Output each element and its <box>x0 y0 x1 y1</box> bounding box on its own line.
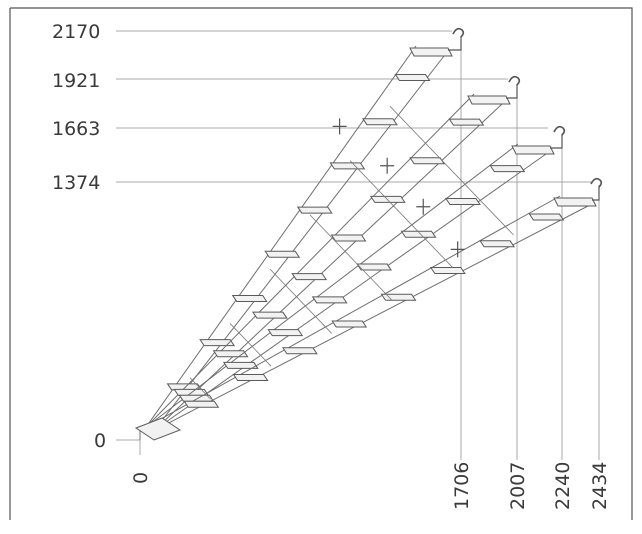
flight-3-landing <box>511 145 555 155</box>
flight-1-bracket <box>448 36 462 51</box>
horizontal-guides <box>116 30 592 441</box>
flight-3-tread-2 <box>222 361 259 369</box>
flight-4-connector <box>450 241 465 258</box>
flight-4-tread-3 <box>281 347 318 355</box>
left-label-1374: 1374 <box>52 172 100 194</box>
origin-x-label: 0 <box>130 472 152 484</box>
bottom-label-2007: 2007 <box>507 462 529 510</box>
base-landing <box>134 417 182 441</box>
flight-3-tread-1 <box>178 394 215 402</box>
flight-4-rail-1 <box>145 195 561 428</box>
flight-1-tread-4 <box>264 250 301 258</box>
flight-2-connector <box>380 157 395 174</box>
cross-tie-5 <box>349 160 454 268</box>
flight-2-hook <box>508 75 521 86</box>
flight-4-tread-6 <box>429 267 466 275</box>
flight-4-tread-4 <box>331 320 368 328</box>
frame-border-top-right <box>10 7 633 520</box>
flight-2-tread-4 <box>291 273 328 281</box>
flight-2-tread-2 <box>212 350 249 358</box>
flight-3-tread-6 <box>400 230 437 238</box>
flight-4-tread-1 <box>183 400 220 408</box>
flight-2-landing <box>467 95 511 105</box>
flight-1-tread-3 <box>231 294 268 302</box>
flight-2-rail-2 <box>153 103 503 431</box>
flight-2-tread-5 <box>330 234 367 242</box>
flight-2-tread-8 <box>448 118 485 126</box>
flight-1-tread-2 <box>199 339 236 347</box>
cross-tie-3 <box>269 268 333 334</box>
flight-4-tread-8 <box>528 213 565 221</box>
flight-1-connector <box>332 118 347 135</box>
cross-tie-2 <box>229 323 272 367</box>
flight-1-tread-5 <box>296 206 333 214</box>
flight-2-tread-3 <box>251 311 288 319</box>
left-label-1921: 1921 <box>52 70 100 92</box>
flight-4-rail-2 <box>153 205 589 431</box>
flight-1-tread-8 <box>394 74 431 82</box>
flight-3-bracket <box>550 134 563 149</box>
flight-4-tread-2 <box>232 374 269 382</box>
staircase-fan <box>134 27 603 441</box>
bottom-label-2434: 2434 <box>589 462 611 510</box>
flight-3-tread-3 <box>267 329 304 337</box>
cross-tie-6 <box>389 106 514 236</box>
flight-3-connector <box>416 198 431 215</box>
flight-3-tread-8 <box>489 165 526 173</box>
flight-1-tread-6 <box>329 162 366 170</box>
flight-1-landing <box>409 47 453 57</box>
flight-1-rail-1 <box>145 45 417 428</box>
origin-y-label: 0 <box>94 430 106 452</box>
flight-1-tread-7 <box>361 118 398 126</box>
vertical-guides <box>139 44 600 460</box>
bottom-label-1706: 1706 <box>451 462 473 510</box>
flight-4-bracket <box>592 186 600 201</box>
bottom-label-2240: 2240 <box>552 462 574 510</box>
flight-3-tread-4 <box>311 296 348 304</box>
flight-4-hook <box>590 177 603 188</box>
flight-4-landing <box>553 197 597 207</box>
flight-3-tread-5 <box>356 263 393 271</box>
flight-1-hook <box>452 27 465 38</box>
flight-3-tread-7 <box>444 197 481 205</box>
flight-4-tread-7 <box>479 240 516 248</box>
left-label-2170: 2170 <box>52 21 100 43</box>
cross-tie-4 <box>309 214 393 301</box>
flight-3-hook <box>553 125 566 136</box>
flight-2-bracket <box>506 84 518 99</box>
flight-3-rail-2 <box>153 153 547 431</box>
cross-tie-1 <box>189 377 211 400</box>
left-label-1663: 1663 <box>52 118 100 140</box>
flight-2-tread-7 <box>409 157 446 165</box>
flight-2-rail-1 <box>145 93 475 428</box>
flight-3-rail-1 <box>145 143 519 428</box>
flight-2-tread-6 <box>369 195 406 203</box>
flight-1-rail-2 <box>153 55 445 431</box>
